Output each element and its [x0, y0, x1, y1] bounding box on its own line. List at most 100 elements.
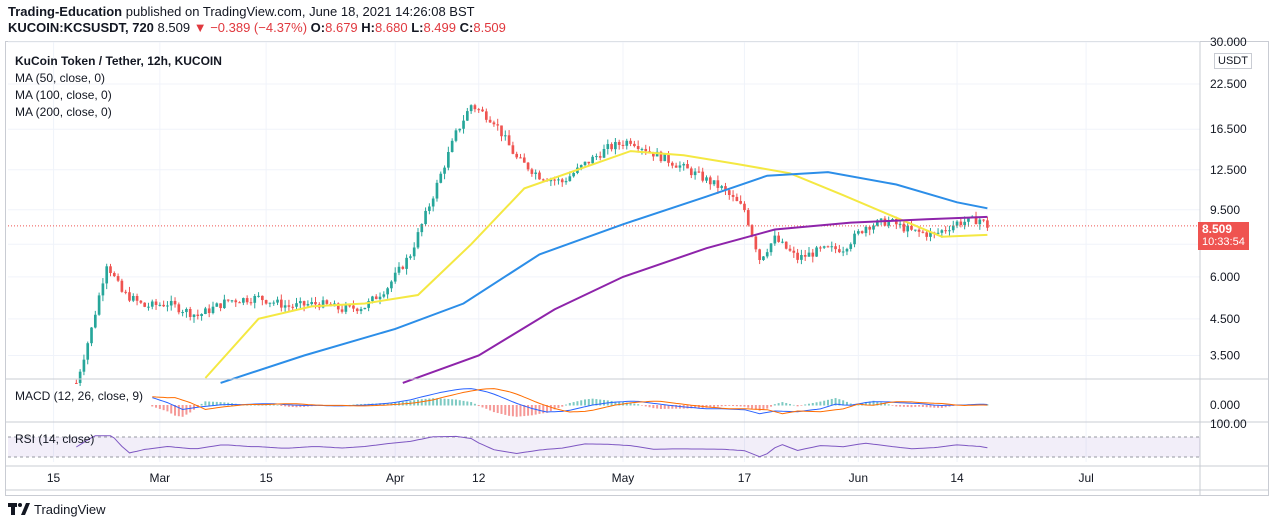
macd-histogram-bar	[914, 405, 917, 407]
macd-histogram-bar	[633, 403, 636, 406]
legend-ma200[interactable]: MA (200, close, 0)	[15, 105, 112, 119]
publisher-name[interactable]: Trading-Education	[8, 4, 123, 19]
macd-histogram-bar	[523, 405, 526, 417]
candle-body	[496, 124, 500, 126]
candle-body	[705, 177, 708, 181]
macd-histogram-bar	[155, 405, 158, 408]
candle-body	[579, 165, 583, 168]
candle-body	[150, 301, 154, 307]
candle-body	[617, 141, 621, 145]
candle-body	[204, 308, 207, 315]
candle-body	[621, 144, 625, 146]
candle-body	[834, 246, 837, 250]
macd-histogram-bar	[481, 405, 484, 408]
y-tick-label: 22.500	[1210, 77, 1247, 91]
macd-histogram-bar	[637, 404, 640, 406]
candle-body	[568, 176, 572, 182]
macd-histogram-bar	[208, 401, 211, 406]
ohlc-open-value: 8.679	[325, 20, 358, 35]
macd-histogram-bar	[921, 405, 924, 407]
candle-body	[652, 151, 655, 157]
macd-histogram-bar	[435, 398, 438, 406]
macd-histogram-bar	[652, 405, 655, 409]
candle-body	[948, 230, 951, 232]
macd-histogram-bar	[568, 402, 571, 406]
macd-histogram-bar	[565, 404, 568, 406]
candle-body	[951, 225, 955, 231]
footer-brand[interactable]: TradingView	[34, 501, 106, 517]
x-tick-label: Apr	[386, 471, 405, 485]
macd-histogram-bar	[572, 402, 575, 406]
candle-body	[481, 109, 484, 112]
macd-histogram-bar	[826, 399, 829, 406]
candle-body	[743, 203, 746, 211]
symbol-line: KUCOIN:KCSUSDT, 720 8.509 ▼ −0.389 (−4.3…	[8, 20, 506, 36]
candle-body	[894, 219, 898, 225]
macd-histogram-bar	[584, 399, 587, 406]
macd-histogram-bar	[713, 405, 716, 408]
macd-histogram-bar	[470, 402, 473, 406]
candle-body	[944, 230, 947, 232]
macd-histogram-bar	[527, 405, 530, 416]
tradingview-logo-icon[interactable]	[8, 501, 30, 517]
macd-histogram-bar	[546, 405, 549, 413]
macd-label[interactable]: MACD (12, 26, close, 9)	[15, 389, 144, 403]
macd-histogram-bar	[177, 405, 180, 417]
macd-histogram-bar	[671, 405, 674, 409]
candle-body	[124, 291, 128, 293]
macd-histogram-bar	[473, 403, 476, 406]
macd-histogram-bar	[561, 405, 564, 407]
candle-body	[511, 145, 515, 154]
rsi-label[interactable]: RSI (14, close)	[15, 432, 95, 446]
candle-body	[181, 312, 184, 314]
candle-body	[925, 232, 929, 237]
macd-histogram-bar	[303, 405, 306, 407]
legend-title[interactable]: KuCoin Token / Tether, 12h, KUCOIN	[15, 54, 222, 68]
macd-histogram-bar	[576, 401, 579, 406]
footer: TradingView	[8, 501, 106, 517]
macd-histogram-bar	[511, 405, 514, 417]
macd-histogram-bar	[944, 405, 947, 408]
candle-body	[598, 156, 602, 158]
candle-body	[306, 304, 310, 306]
macd-histogram-bar	[204, 401, 207, 406]
candle-body	[473, 105, 477, 110]
candle-body	[120, 280, 124, 292]
candle-body	[336, 303, 340, 310]
candle-body	[257, 295, 260, 297]
macd-histogram-bar	[386, 403, 389, 406]
candle-body	[921, 231, 925, 233]
macd-histogram-bar	[443, 398, 446, 406]
candle-body	[348, 305, 351, 307]
macd-histogram-bar	[697, 405, 700, 409]
currency-label[interactable]: USDT	[1214, 53, 1252, 69]
macd-zero-label: 0.000	[1210, 398, 1240, 412]
legend-ma100[interactable]: MA (100, close, 0)	[15, 88, 112, 102]
x-tick-label: 17	[738, 471, 752, 485]
candle-body	[898, 223, 902, 225]
candle-body	[393, 272, 397, 282]
candle-body	[447, 152, 450, 168]
candle-body	[314, 302, 317, 305]
candle-body	[462, 120, 465, 129]
macd-histogram-bar	[838, 399, 841, 406]
macd-histogram-bar	[709, 405, 712, 408]
chart-legend: KuCoin Token / Tether, 12h, KUCOIN MA (5…	[15, 53, 222, 121]
candle-body	[674, 165, 678, 168]
macd-signal-line	[152, 388, 988, 415]
macd-histogram-bar	[166, 405, 169, 412]
candle-body	[78, 371, 82, 384]
candle-body	[708, 177, 712, 185]
last-price-tag-value: 8.509	[1202, 222, 1233, 236]
candle-body	[857, 231, 860, 234]
candle-body	[967, 217, 970, 222]
macd-histogram-bar	[716, 405, 719, 407]
macd-histogram-bar	[815, 402, 818, 406]
legend-ma50[interactable]: MA (50, close, 0)	[15, 71, 106, 85]
candle-body	[143, 302, 146, 307]
macd-histogram-bar	[447, 398, 450, 406]
candle-body	[101, 283, 105, 296]
candle-body	[424, 210, 427, 225]
candle-body	[272, 302, 276, 304]
